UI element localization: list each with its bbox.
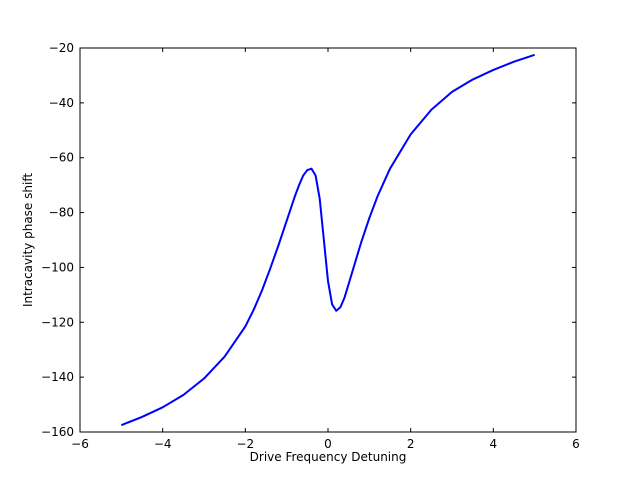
y-tick-label: −20 xyxy=(49,41,74,55)
y-tick-label: −60 xyxy=(49,151,74,165)
y-tick-label: −140 xyxy=(41,370,74,384)
y-tick-label: −80 xyxy=(49,206,74,220)
x-tick-label: 6 xyxy=(572,437,580,451)
x-tick-label: 2 xyxy=(407,437,415,451)
x-ticks: −6 −4 −2 0 2 4 6 xyxy=(71,48,580,451)
plot-area xyxy=(79,47,577,433)
axes-frame xyxy=(79,47,577,433)
x-axis-label: Drive Frequency Detuning xyxy=(250,450,407,464)
x-tick-label: 0 xyxy=(324,437,332,451)
y-tick-label: −160 xyxy=(41,425,74,439)
y-tick-label: −120 xyxy=(41,315,74,329)
y-tick-label: −100 xyxy=(41,260,74,274)
series-line xyxy=(120,53,535,427)
x-tick-label: −6 xyxy=(71,437,89,451)
y-tick-label: −40 xyxy=(49,96,74,110)
x-tick-label: −2 xyxy=(236,437,254,451)
y-axis-label: Intracavity phase shift xyxy=(21,173,35,307)
x-tick-label: −4 xyxy=(154,437,172,451)
x-tick-label: 4 xyxy=(490,437,498,451)
y-ticks: −160 −140 −120 −100 −80 −60 −40 −20 xyxy=(41,41,576,439)
